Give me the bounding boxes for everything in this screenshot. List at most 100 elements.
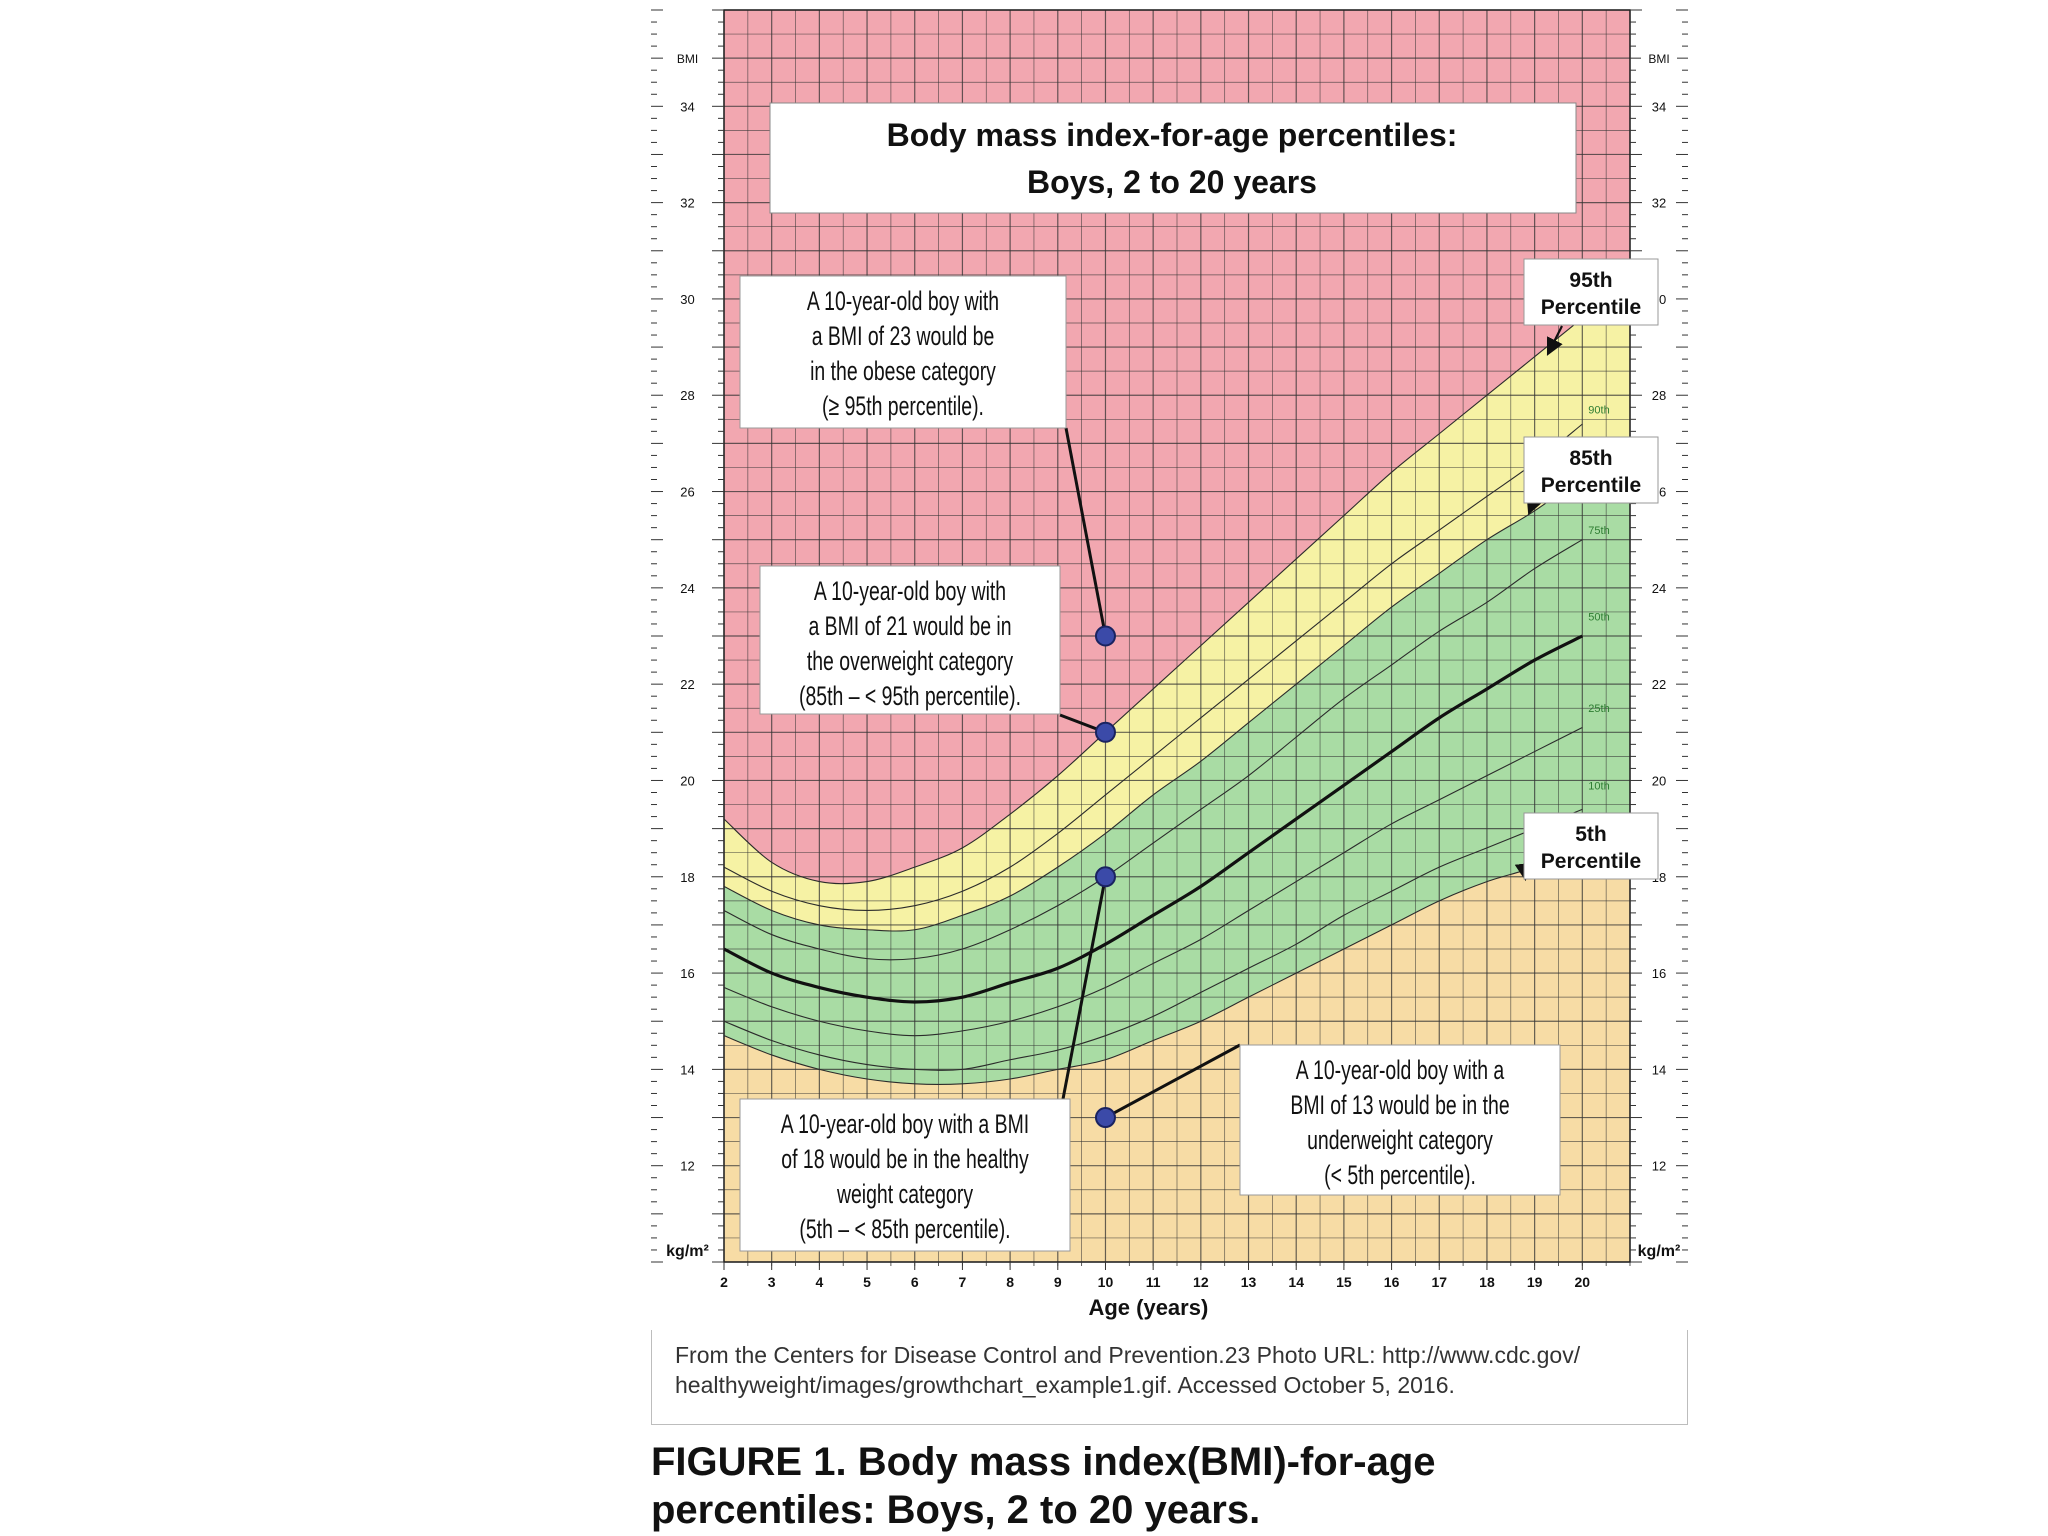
point-underweight xyxy=(1094,1107,1116,1129)
y-tick-label-left: 18 xyxy=(680,870,694,885)
curve-75th xyxy=(723,539,1583,961)
x-tick-label: 18 xyxy=(1479,1274,1495,1290)
y-tick-label-right: 14 xyxy=(1652,1062,1666,1077)
y-tick-bg xyxy=(1645,578,1673,597)
caption-line-2: percentiles: Boys, 2 to 20 years. xyxy=(651,1488,1261,1532)
point-obese xyxy=(1094,625,1116,647)
source-note: From the Centers for Disease Control and… xyxy=(675,1340,1675,1400)
y-tick-bg xyxy=(673,193,702,212)
bmi-axis-label-left: BMI xyxy=(677,52,698,66)
y-tick-bg xyxy=(673,771,702,790)
curve-label-10th: 10th xyxy=(1588,780,1609,792)
x-tick-label: 2 xyxy=(720,1274,728,1290)
y-tick-label-right: 34 xyxy=(1652,99,1666,114)
y-tick-label-left: 24 xyxy=(680,581,694,596)
x-tick-label: 15 xyxy=(1336,1274,1352,1290)
chart-subtitle: Boys, 2 to 20 years xyxy=(1027,164,1317,200)
title-box xyxy=(769,102,1577,214)
y-tick-label-left: 16 xyxy=(680,966,694,981)
y-tick-bg xyxy=(673,964,702,983)
y-tick-label-right: 16 xyxy=(1652,966,1666,981)
x-tick-label: 4 xyxy=(815,1274,823,1290)
y-tick-label-left: 12 xyxy=(680,1159,694,1174)
y-tick-label-right: 22 xyxy=(1652,677,1666,692)
x-axis-label: Age (years) xyxy=(1088,1295,1208,1320)
annotation-text-underweight: BMI of 13 would be in the xyxy=(1290,1090,1509,1120)
x-tick-label: 6 xyxy=(911,1274,919,1290)
annotation-text-healthy: weight category xyxy=(836,1179,973,1209)
y-tick-label-right: 20 xyxy=(1652,773,1666,788)
y-tick-bg xyxy=(1645,97,1673,116)
y-tick-bg xyxy=(673,97,702,116)
bottom-axis-strip xyxy=(651,1262,1688,1330)
caption-line-1: FIGURE 1. Body mass index(BMI)-for-age xyxy=(651,1440,1436,1484)
curve-label-50th: 50th xyxy=(1588,612,1609,624)
y-tick-bg xyxy=(673,578,702,597)
x-tick-label: 13 xyxy=(1241,1274,1257,1290)
annotation-text-underweight: (< 5th percentile). xyxy=(1324,1160,1476,1190)
x-tick-label: 16 xyxy=(1384,1274,1400,1290)
percentile-callout-p5 xyxy=(1523,812,1659,880)
y-tick-label-left: 30 xyxy=(680,292,694,307)
y-tick-label-left: 34 xyxy=(680,99,694,114)
annotation-text-underweight: A 10-year-old boy with a xyxy=(1296,1055,1505,1085)
annotation-text-healthy: A 10-year-old boy with a BMI xyxy=(781,1109,1029,1139)
annotation-text-obese: A 10-year-old boy with xyxy=(807,286,999,316)
y-tick-bg xyxy=(673,1060,702,1079)
percentile-callout-rank-p95: 95th xyxy=(1569,269,1612,292)
percentile-callout-rank-p5: 5th xyxy=(1575,823,1607,846)
percentile-callout-word-p85: Percentile xyxy=(1541,474,1641,497)
annotation-box-healthy xyxy=(739,1098,1071,1252)
x-tick-label: 3 xyxy=(768,1274,776,1290)
y-tick-label-right: 28 xyxy=(1652,388,1666,403)
annotation-text-healthy: of 18 would be in the healthy xyxy=(781,1144,1029,1174)
leader-healthy xyxy=(1061,876,1107,1100)
x-tick-label: 7 xyxy=(959,1274,967,1290)
chart-title: Body mass index-for-age percentiles: xyxy=(887,117,1458,153)
y-tick-bg xyxy=(673,867,702,886)
curve-25th xyxy=(723,727,1583,1037)
arrow-85th xyxy=(1526,495,1543,515)
x-tick-label: 17 xyxy=(1431,1274,1447,1290)
bmi-label-bg xyxy=(669,48,706,69)
curve-label-90th: 90th xyxy=(1588,405,1609,417)
source-line-1: From the Centers for Disease Control and… xyxy=(675,1342,1581,1368)
curve-50th xyxy=(723,634,1584,1004)
annotation-box-obese xyxy=(739,275,1067,429)
annotation-text-overweight: a BMI of 21 would be in xyxy=(808,611,1011,641)
annotation-text-obese: (≥ 95th percentile). xyxy=(822,391,984,421)
x-tick-label: 14 xyxy=(1288,1274,1304,1290)
annotation-box-underweight xyxy=(1239,1044,1561,1196)
percentile-callout-p95 xyxy=(1523,258,1659,326)
figure-caption: FIGURE 1. Body mass index(BMI)-for-age p… xyxy=(651,1438,1851,1534)
percentile-callout-word-p5: Percentile xyxy=(1541,850,1641,873)
y-tick-bg xyxy=(673,1156,702,1175)
x-tick-label: 9 xyxy=(1054,1274,1062,1290)
x-tick-label: 12 xyxy=(1193,1274,1209,1290)
y-tick-bg xyxy=(1645,964,1673,983)
point-overweight xyxy=(1094,721,1116,743)
left-axis-strip xyxy=(651,10,724,1262)
y-tick-bg xyxy=(1645,1156,1673,1175)
curve-label-25th: 25th xyxy=(1588,703,1609,715)
y-tick-label-right: 12 xyxy=(1652,1159,1666,1174)
annotation-text-obese: a BMI of 23 would be xyxy=(812,321,995,351)
y-tick-label-left: 32 xyxy=(680,196,694,211)
arrow-95th xyxy=(1546,325,1563,356)
percentile-callout-p85 xyxy=(1523,436,1659,504)
source-line-2: healthyweight/images/growthchart_example… xyxy=(675,1372,1455,1398)
x-tick-label: 20 xyxy=(1575,1274,1591,1290)
leader-obese xyxy=(1064,427,1107,637)
y-tick-bg xyxy=(1645,193,1673,212)
y-tick-label-left: 28 xyxy=(680,388,694,403)
percentile-callout-word-p95: Percentile xyxy=(1541,296,1641,319)
annotation-text-overweight: the overweight category xyxy=(807,646,1014,676)
unit-label-right: kg/m² xyxy=(1638,1243,1681,1260)
y-tick-bg xyxy=(673,289,702,308)
y-tick-bg xyxy=(1645,771,1673,790)
y-tick-bg xyxy=(673,386,702,405)
x-tick-label: 19 xyxy=(1527,1274,1543,1290)
bmi-label-bg xyxy=(1641,48,1677,69)
x-tick-label: 5 xyxy=(863,1274,871,1290)
